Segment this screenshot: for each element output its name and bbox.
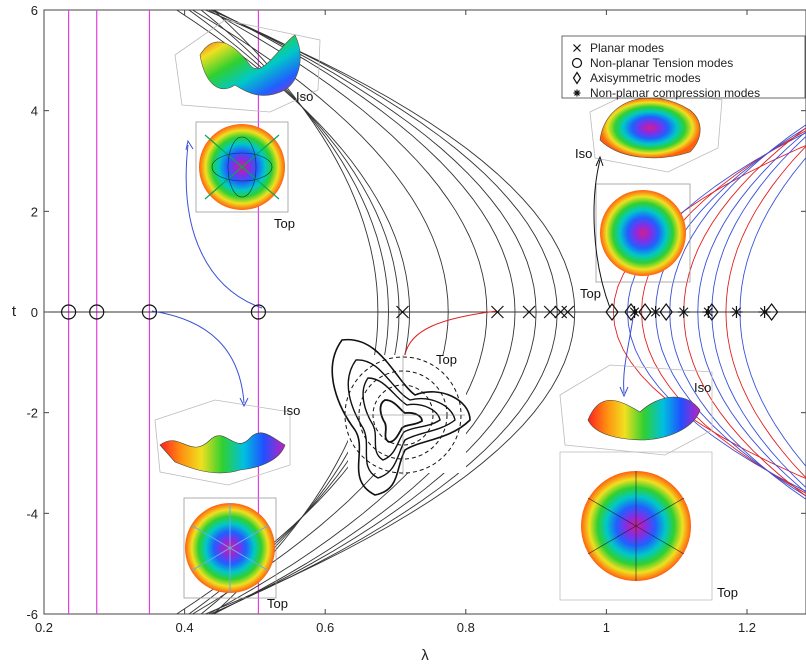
inset-contour xyxy=(331,339,471,496)
legend-marker-circle xyxy=(571,57,583,69)
marker-x xyxy=(543,305,557,319)
marker-diamond xyxy=(638,303,652,321)
inset-top-label-5: Top xyxy=(717,585,738,600)
marker-star xyxy=(628,306,641,318)
inset-top-view-1 xyxy=(195,121,289,213)
legend-box xyxy=(561,35,806,99)
marker-circle xyxy=(141,304,158,320)
connector-arrows xyxy=(151,139,634,408)
y-tick-label: 6 xyxy=(31,3,38,18)
marker-x xyxy=(522,305,536,319)
y-tick-label: 2 xyxy=(31,204,38,219)
inset-iso-label-2: Iso xyxy=(283,403,300,418)
x-tick-label: 1 xyxy=(603,620,610,635)
inset-top-label-1: Top xyxy=(274,216,295,231)
marker-circle xyxy=(250,304,267,320)
y-tick-label: 0 xyxy=(31,305,38,320)
inset-top-label-4: Top xyxy=(580,286,601,301)
marker-star xyxy=(677,306,690,318)
marker-circle xyxy=(89,304,105,320)
y-tick-label: 4 xyxy=(31,104,38,119)
inset-iso-top-left xyxy=(174,19,321,113)
legend-label: Planar modes xyxy=(590,41,664,55)
x-tick-label: 0.2 xyxy=(35,620,53,635)
y-tick-label: -2 xyxy=(26,406,38,421)
marker-circle xyxy=(61,304,77,320)
mode-markers xyxy=(61,303,779,321)
marker-star xyxy=(702,306,715,318)
inset-iso-label-4: Iso xyxy=(694,380,711,395)
y-axis-label: t xyxy=(12,303,17,320)
inset-top-label-3: Top xyxy=(436,352,457,367)
marker-x xyxy=(396,305,409,319)
inset-top-view-4 xyxy=(559,451,713,601)
legend-label: Non-planar compression modes xyxy=(590,86,760,100)
marker-diamond xyxy=(605,303,619,321)
inset-top-label-2: Top xyxy=(267,596,288,611)
inset-top-view-3 xyxy=(595,183,691,283)
y-axis: -6 -4 -2 0 2 4 6 xyxy=(26,3,806,622)
marker-x xyxy=(561,305,575,319)
inset-iso-right xyxy=(589,87,723,173)
inset-iso-bottom-left xyxy=(154,399,291,486)
inset-iso-bottom-right xyxy=(559,364,713,456)
x-tick-label: 1.2 xyxy=(738,620,756,635)
x-tick-label: 0.6 xyxy=(316,620,334,635)
plot-area: Iso Top Iso Top xyxy=(44,10,806,614)
x-axis: 0.2 0.4 0.6 0.8 1 1.2 xyxy=(35,10,756,635)
inset-iso-label-1: Iso xyxy=(296,89,313,104)
marker-star xyxy=(730,306,743,318)
y-tick-label: -4 xyxy=(26,506,38,521)
x-axis-label: λ xyxy=(421,647,429,664)
legend-label: Non-planar Tension modes xyxy=(590,56,733,70)
marker-star xyxy=(649,306,662,318)
marker-diamond xyxy=(659,303,673,321)
legend-marker-diamond xyxy=(572,71,582,85)
marker-x xyxy=(491,305,504,319)
x-tick-label: 0.4 xyxy=(176,620,194,635)
marker-star xyxy=(758,306,771,318)
marker-x xyxy=(554,305,568,319)
x-tick-label: 0.8 xyxy=(457,620,475,635)
inset-top-view-2 xyxy=(183,497,277,599)
inset-iso-label-3: Iso xyxy=(575,146,592,161)
legend-label: Axisymmetric modes xyxy=(590,71,701,85)
legend-marker-star xyxy=(573,89,581,97)
y-tick-label: -6 xyxy=(26,607,38,622)
legend-marker-x xyxy=(573,44,581,52)
